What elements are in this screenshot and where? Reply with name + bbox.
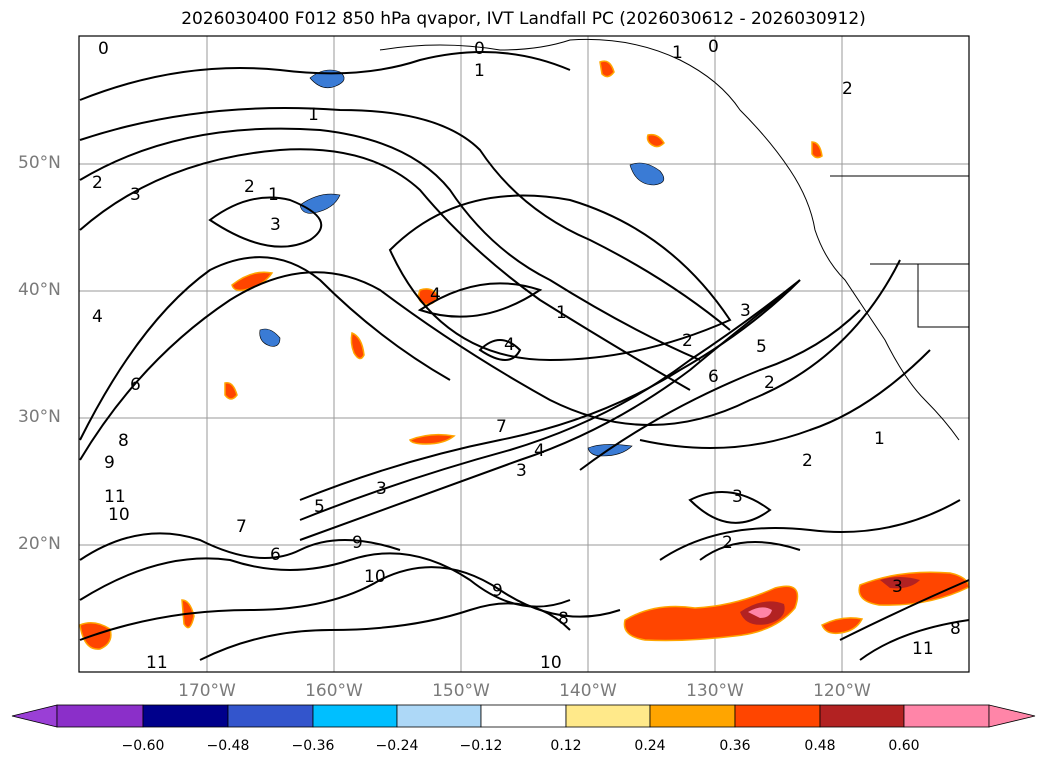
lon-label-120w: 120°W — [813, 681, 871, 701]
contour-label: 10 — [364, 567, 386, 587]
contour-label: 1 — [874, 429, 885, 449]
contour-label: 10 — [108, 505, 130, 525]
colorbar-bin — [480, 704, 567, 728]
colorbar-extend-low — [11, 704, 58, 728]
colorbar-bin — [565, 704, 651, 728]
colorbar-bin — [734, 704, 821, 728]
contour-label: 5 — [756, 337, 767, 357]
qvapor-anomaly-patches — [79, 60, 970, 650]
lon-label-150w: 150°W — [432, 681, 490, 701]
contour-label: 0 — [98, 39, 109, 59]
contour-label: 2 — [802, 451, 813, 471]
colorbar-tick: 0.36 — [719, 738, 751, 754]
contour-label: 5 — [314, 497, 325, 517]
contour-label: 1 — [556, 303, 567, 323]
contour-label: 4 — [430, 285, 441, 305]
contour-label: 1 — [308, 105, 319, 125]
contour-label: 8 — [950, 619, 961, 639]
lat-label-20n: 20°N — [18, 534, 61, 554]
contour-label: 10 — [540, 653, 562, 673]
contour-label: 2 — [244, 177, 255, 197]
contour-label: 3 — [130, 185, 141, 205]
contour-label: 6 — [130, 375, 141, 395]
contour-label: 2 — [682, 331, 693, 351]
colorbar-tick: −0.24 — [375, 738, 419, 754]
lon-label-160w: 160°W — [305, 681, 363, 701]
lon-label-140w: 140°W — [559, 681, 617, 701]
colorbar-tick: 0.24 — [634, 738, 666, 754]
contour-label: 9 — [492, 581, 503, 601]
map-title: 2026030400 F012 850 hPa qvapor, IVT Land… — [181, 9, 866, 29]
contour-label: 11 — [104, 487, 126, 507]
lon-label-170w: 170°W — [178, 681, 236, 701]
contour-label: 2 — [92, 173, 103, 193]
contour-label: 3 — [270, 215, 281, 235]
colorbar-tick: 0.60 — [888, 738, 920, 754]
map-frame — [78, 35, 970, 673]
contour-label: 3 — [732, 487, 743, 507]
map-area — [79, 36, 969, 672]
colorbar-extend-high — [988, 704, 1036, 728]
colorbar-tick: 0.48 — [804, 738, 836, 754]
colorbar-bin — [396, 704, 482, 728]
lat-label-30n: 30°N — [18, 407, 61, 427]
colorbar-tick: −0.48 — [206, 738, 250, 754]
colorbar-bin — [819, 704, 905, 728]
contour-label: 11 — [146, 653, 168, 673]
lat-label-50n: 50°N — [18, 153, 61, 173]
lat-label-40n: 40°N — [18, 280, 61, 300]
colorbar-tick: 0.12 — [550, 738, 582, 754]
colorbar — [11, 704, 1036, 728]
contour-label: 0 — [474, 39, 485, 59]
colorbar-tick: −0.36 — [291, 738, 335, 754]
contour-label: 6 — [708, 367, 719, 387]
lon-label-130w: 130°W — [686, 681, 744, 701]
ivt-contours — [79, 51, 970, 661]
contour-label: 9 — [352, 533, 363, 553]
contour-label: 7 — [496, 417, 507, 437]
contour-label: 3 — [740, 301, 751, 321]
contour-value-labels: 0 0 1 1 0 2 1 2 3 2 1 3 1 4 4 2 3 4 5 6 … — [92, 37, 961, 673]
contour-label: 1 — [268, 185, 279, 205]
coastline — [379, 38, 969, 441]
contour-label: 2 — [722, 533, 733, 553]
colorbar-bin — [227, 704, 314, 728]
contour-label: 2 — [764, 373, 775, 393]
contour-label: 1 — [474, 61, 485, 81]
contour-label: 2 — [842, 79, 853, 99]
contour-label: 4 — [534, 441, 545, 461]
contour-label: 11 — [912, 639, 934, 659]
graticule — [79, 36, 969, 672]
contour-label: 9 — [104, 453, 115, 473]
contour-label: 6 — [270, 545, 281, 565]
contour-label: 8 — [558, 609, 569, 629]
colorbar-bin — [312, 704, 398, 728]
contour-label: 3 — [376, 479, 387, 499]
colorbar-bin — [649, 704, 736, 728]
contour-label: 0 — [708, 37, 719, 57]
colorbar-tick: −0.60 — [121, 738, 165, 754]
colorbar-bin — [903, 704, 990, 728]
contour-label: 4 — [92, 307, 103, 327]
colorbar-bin — [56, 704, 144, 728]
contour-label: 8 — [118, 431, 129, 451]
colorbar-tick: −0.12 — [459, 738, 503, 754]
contour-label: 7 — [236, 517, 247, 537]
contour-label: 3 — [516, 461, 527, 481]
colorbar-bin — [142, 704, 229, 728]
contour-label: 3 — [892, 577, 903, 597]
contour-label: 4 — [504, 335, 515, 355]
contour-label: 1 — [672, 43, 683, 63]
